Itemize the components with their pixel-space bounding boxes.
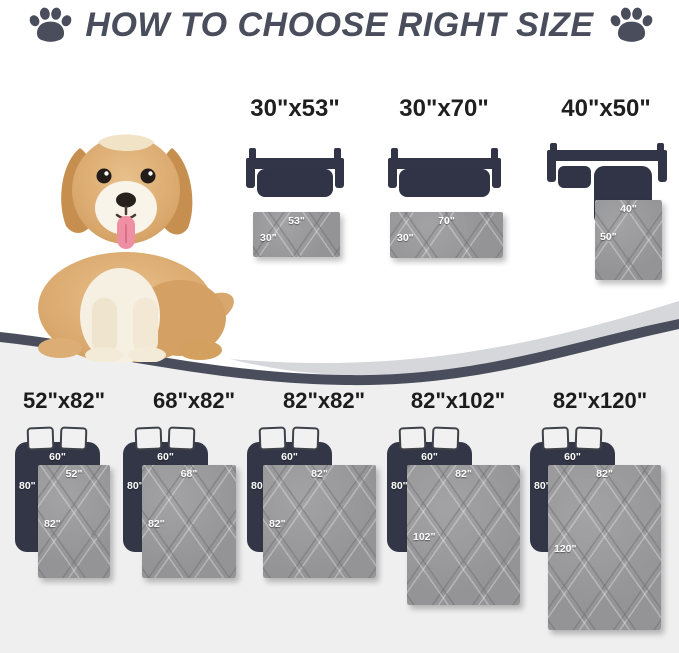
bed-width-label: 60" — [421, 451, 438, 463]
sofa-seat-cushion — [558, 166, 591, 188]
sofa-cover-swatch: 53" 30" — [253, 212, 340, 257]
sofa-back-rail — [246, 158, 344, 169]
cover-width-label: 82" — [455, 468, 472, 480]
bed-size-title: 82"x120" — [552, 388, 648, 413]
bed-cover-swatch: 82" 120" — [548, 465, 661, 630]
sofa-option-30x53: 53" 30" — [246, 143, 344, 263]
bed-size-title: 52"x82" — [22, 388, 106, 413]
cover-length-label: 120" — [554, 542, 577, 555]
bed-width-label: 60" — [564, 451, 581, 463]
bed-length-label: 80" — [127, 480, 144, 492]
sofa-arm — [335, 158, 344, 188]
cover-width-label: 52" — [65, 468, 83, 480]
pillow-icon — [574, 426, 603, 451]
cover-depth-label: 30" — [397, 232, 414, 244]
bed-size-title: 82"x102" — [410, 388, 506, 413]
sofa-back-post — [249, 148, 256, 161]
cover-width-label: 53" — [288, 215, 305, 227]
bed-size-title: 82"x82" — [282, 388, 366, 413]
cover-width-label: 82" — [596, 468, 613, 480]
cover-width-label: 82" — [311, 468, 328, 480]
sofa-arm — [658, 150, 667, 182]
sofa-arm — [547, 150, 556, 182]
paw-icon — [29, 7, 72, 42]
bed-width-label: 60" — [49, 451, 66, 463]
sofa-back-post — [491, 148, 498, 161]
bed-length-label: 80" — [19, 480, 36, 492]
pillow-icon — [431, 426, 460, 451]
pillow-icon — [167, 426, 196, 451]
cover-width-label: 40" — [620, 203, 637, 215]
pillow-icon — [59, 426, 88, 451]
pillow-icon — [134, 426, 163, 451]
bed-width-label: 60" — [157, 451, 174, 463]
pillow-icon — [258, 426, 287, 451]
cover-length-label: 82" — [44, 518, 61, 531]
sofa-size-title: 30"x70" — [399, 95, 489, 122]
cover-length-label: 82" — [148, 518, 165, 531]
dog-image — [38, 134, 234, 362]
bed-cover-swatch: 82" 82" — [263, 465, 376, 578]
pillow-icon — [26, 426, 55, 451]
sofa-back-post — [391, 148, 398, 161]
bed-cover-swatch: 82" 102" — [407, 465, 520, 605]
sofa-option-40x50: 40" 50" — [547, 143, 667, 283]
sofa-option-30x70: 70" 30" — [388, 143, 503, 263]
sofa-seat-cushion — [399, 169, 490, 197]
sofa-cover-swatch: 70" 30" — [390, 212, 503, 258]
sofa-seat-cushion — [257, 169, 333, 197]
sofa-back-post — [657, 143, 664, 156]
sofa-arm — [388, 158, 397, 188]
cover-depth-label: 50" — [600, 231, 617, 243]
pillow-icon — [291, 426, 320, 451]
bed-length-label: 80" — [534, 480, 551, 492]
cover-depth-label: 30" — [260, 232, 277, 244]
cover-width-label: 68" — [180, 468, 198, 480]
page-title: HOW TO CHOOSE RIGHT SIZE — [85, 6, 594, 44]
sofa-size-title: 30"x53" — [250, 95, 340, 122]
sofa-back-post — [334, 148, 341, 161]
bed-cover-swatch: 68" 82" — [142, 465, 236, 578]
cover-length-label: 82" — [269, 518, 286, 531]
bed-cover-swatch: 52" 82" — [38, 465, 110, 578]
sofa-arm — [492, 158, 501, 188]
sofa-size-title: 40"x50" — [561, 95, 651, 122]
cover-width-label: 70" — [438, 215, 455, 227]
sofa-back-rail — [547, 150, 667, 161]
cover-length-label: 102" — [413, 530, 436, 543]
paw-icon — [610, 7, 653, 42]
sofa-arm — [246, 158, 255, 188]
pillow-icon — [398, 426, 427, 451]
sofa-back-post — [550, 143, 557, 156]
pillow-icon — [541, 426, 570, 451]
bed-length-label: 80" — [391, 480, 408, 492]
bed-size-title: 68"x82" — [152, 388, 236, 413]
bed-width-label: 60" — [281, 451, 298, 463]
sofa-cover-swatch: 40" 50" — [595, 200, 662, 280]
sofa-back-rail — [388, 158, 501, 169]
